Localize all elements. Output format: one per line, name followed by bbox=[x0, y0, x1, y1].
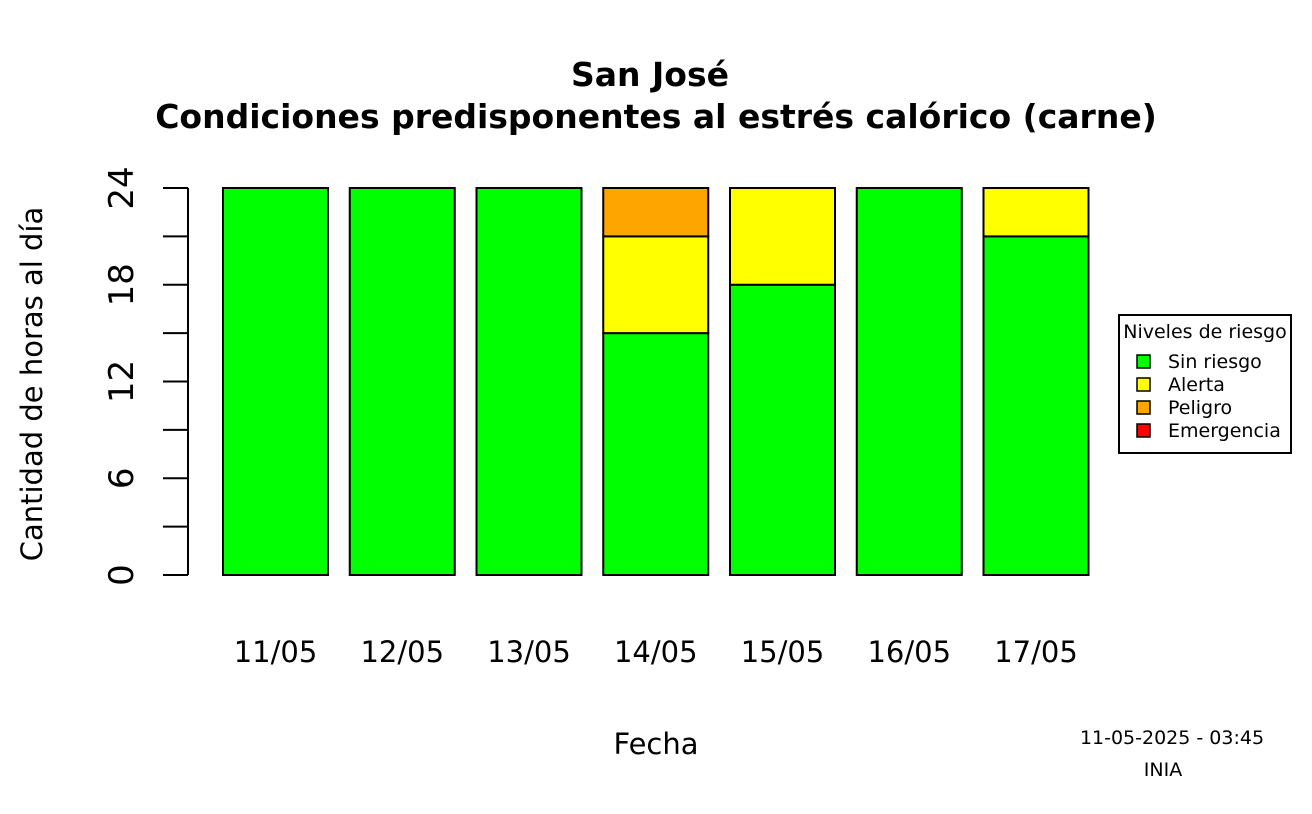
x-axis-labels: 11/05 12/05 13/05 14/05 15/05 16/05 17/05 bbox=[234, 635, 1078, 669]
legend-label: Sin riesgo bbox=[1168, 351, 1262, 373]
bar-segment-17-05-alerta bbox=[982, 187, 1090, 238]
legend: Niveles de riesgo Sin riesgoAlertaPeligr… bbox=[1118, 314, 1292, 454]
legend-title: Niveles de riesgo bbox=[1123, 321, 1287, 343]
footer-timestamp: 11-05-2025 - 03:45 bbox=[1080, 727, 1264, 749]
footer-source: INIA bbox=[1144, 759, 1182, 781]
legend-swatch bbox=[1136, 400, 1151, 415]
x-tick-label: 15/05 bbox=[741, 635, 825, 669]
bar-segment-15-05-alerta bbox=[729, 187, 836, 286]
x-axis-title: Fecha bbox=[613, 727, 698, 761]
chart-title: San José bbox=[571, 55, 729, 94]
bar-segment-14-05-sin-riesgo bbox=[602, 332, 710, 576]
bar-segment-12-05-sin-riesgo bbox=[348, 187, 456, 576]
bar-segment-17-05-sin-riesgo bbox=[982, 235, 1090, 576]
bar-segment-16-05-sin-riesgo bbox=[855, 187, 963, 576]
legend-swatch bbox=[1136, 423, 1151, 438]
bar-segment-14-05-alerta bbox=[602, 235, 710, 335]
bars-group bbox=[222, 187, 1090, 576]
legend-swatch bbox=[1136, 354, 1151, 369]
y-tick-label: 6 bbox=[102, 467, 142, 489]
x-tick-label: 17/05 bbox=[994, 635, 1078, 669]
x-tick-label: 16/05 bbox=[867, 635, 951, 669]
x-tick-label: 13/05 bbox=[487, 635, 571, 669]
y-axis: 0 6 12 18 24 bbox=[102, 166, 189, 586]
legend-swatch bbox=[1136, 377, 1151, 392]
bar-segment-14-05-peligro bbox=[602, 187, 710, 238]
x-tick-label: 12/05 bbox=[360, 635, 444, 669]
y-tick-label: 0 bbox=[102, 564, 142, 586]
x-tick-label: 11/05 bbox=[234, 635, 318, 669]
y-axis-title: Cantidad de horas al día bbox=[15, 207, 49, 562]
bar-segment-13-05-sin-riesgo bbox=[475, 187, 583, 576]
legend-label: Emergencia bbox=[1168, 420, 1281, 442]
bar-segment-11-05-sin-riesgo bbox=[222, 187, 329, 576]
legend-label: Peligro bbox=[1168, 397, 1232, 419]
y-tick-label: 18 bbox=[102, 263, 142, 306]
chart-subtitle: Condiciones predisponentes al estrés cal… bbox=[155, 97, 1157, 136]
bar-segment-15-05-sin-riesgo bbox=[729, 283, 836, 576]
y-tick-label: 12 bbox=[102, 360, 142, 403]
y-tick-label: 24 bbox=[102, 166, 142, 209]
legend-box bbox=[1118, 314, 1292, 454]
legend-label: Alerta bbox=[1168, 374, 1225, 396]
x-tick-label: 14/05 bbox=[614, 635, 698, 669]
